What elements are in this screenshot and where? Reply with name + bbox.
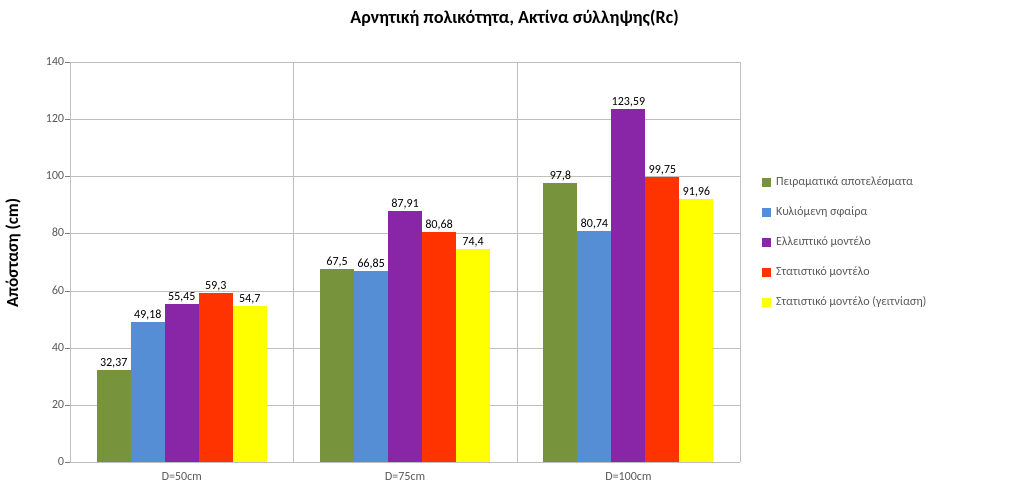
bar: 54,7 [233,306,267,462]
legend-label: Κυλιόμενη σφαίρα [776,205,867,219]
legend-swatch [762,178,771,187]
bar-value-label: 97,8 [550,169,571,183]
legend-item: Κυλιόμενη σφαίρα [762,205,926,219]
bar-value-label: 55,45 [168,290,195,304]
bar-value-label: 67,5 [326,255,347,269]
x-tick-label: D=75cm [385,462,425,484]
x-tick-label: D=100cm [605,462,651,484]
bar-value-label: 59,3 [205,279,226,293]
bar: 80,74 [577,231,611,462]
x-tick-label: D=50cm [162,462,202,484]
bar: 97,8 [543,183,577,462]
y-tick-label: 0 [58,455,70,469]
y-tick-label: 80 [52,226,70,240]
legend-item: Ελλειπτικό μοντέλο [762,235,926,249]
bar: 74,4 [456,249,490,462]
bar-value-label: 49,18 [134,308,161,322]
y-axis-label: Απόσταση (cm) [2,0,24,504]
bar-value-label: 80,68 [425,218,452,232]
bar: 59,3 [199,293,233,462]
bar-value-label: 80,74 [581,217,608,231]
bar: 123,59 [611,109,645,462]
bar-value-label: 91,96 [683,185,710,199]
legend-item: Στατιστικό μοντέλο [762,265,926,279]
chart-title: Αρνητική πολικότητα, Ακτίνα σύλληψης(Rc) [0,6,1029,28]
legend-swatch [762,238,771,247]
bar-value-label: 123,59 [612,95,645,109]
legend-label: Στατιστικό μοντέλο (γειτνίαση) [776,295,926,309]
bar-value-label: 32,37 [100,356,127,370]
legend-label: Πειραματικά αποτελέσματα [776,175,913,189]
y-tick-label: 120 [46,112,70,126]
bar: 87,91 [388,211,422,462]
bar-value-label: 54,7 [239,292,260,306]
bar: 67,5 [320,269,354,462]
y-tick-label: 40 [52,341,70,355]
y-tick-label: 60 [52,284,70,298]
legend-label: Ελλειπτικό μοντέλο [776,235,871,249]
legend-label: Στατιστικό μοντέλο [776,265,870,279]
y-tick-label: 20 [52,398,70,412]
legend: Πειραματικά αποτελέσματα Κυλιόμενη σφαίρα… [762,175,926,325]
bar-value-label: 99,75 [649,163,676,177]
bar: 91,96 [679,199,713,462]
legend-swatch [762,208,771,217]
y-tick-label: 140 [46,55,70,69]
bar: 49,18 [131,322,165,463]
bar-value-label: 74,4 [462,235,483,249]
bars-layer: 32,3749,1855,4559,354,767,566,8587,9180,… [70,62,740,462]
bar: 32,37 [97,370,131,462]
legend-swatch [762,268,771,277]
legend-swatch [762,298,771,307]
bar-value-label: 66,85 [357,257,384,271]
bar: 80,68 [422,232,456,463]
y-tick-label: 100 [46,169,70,183]
legend-item: Πειραματικά αποτελέσματα [762,175,926,189]
bar-value-label: 87,91 [391,197,418,211]
bar-chart: Αρνητική πολικότητα, Ακτίνα σύλληψης(Rc)… [0,0,1029,504]
plot-area: 020406080100120140D=50cmD=75cmD=100cm 32… [70,62,740,462]
bar: 55,45 [165,304,199,462]
bar: 66,85 [354,271,388,462]
legend-item: Στατιστικό μοντέλο (γειτνίαση) [762,295,926,309]
bar: 99,75 [645,177,679,462]
